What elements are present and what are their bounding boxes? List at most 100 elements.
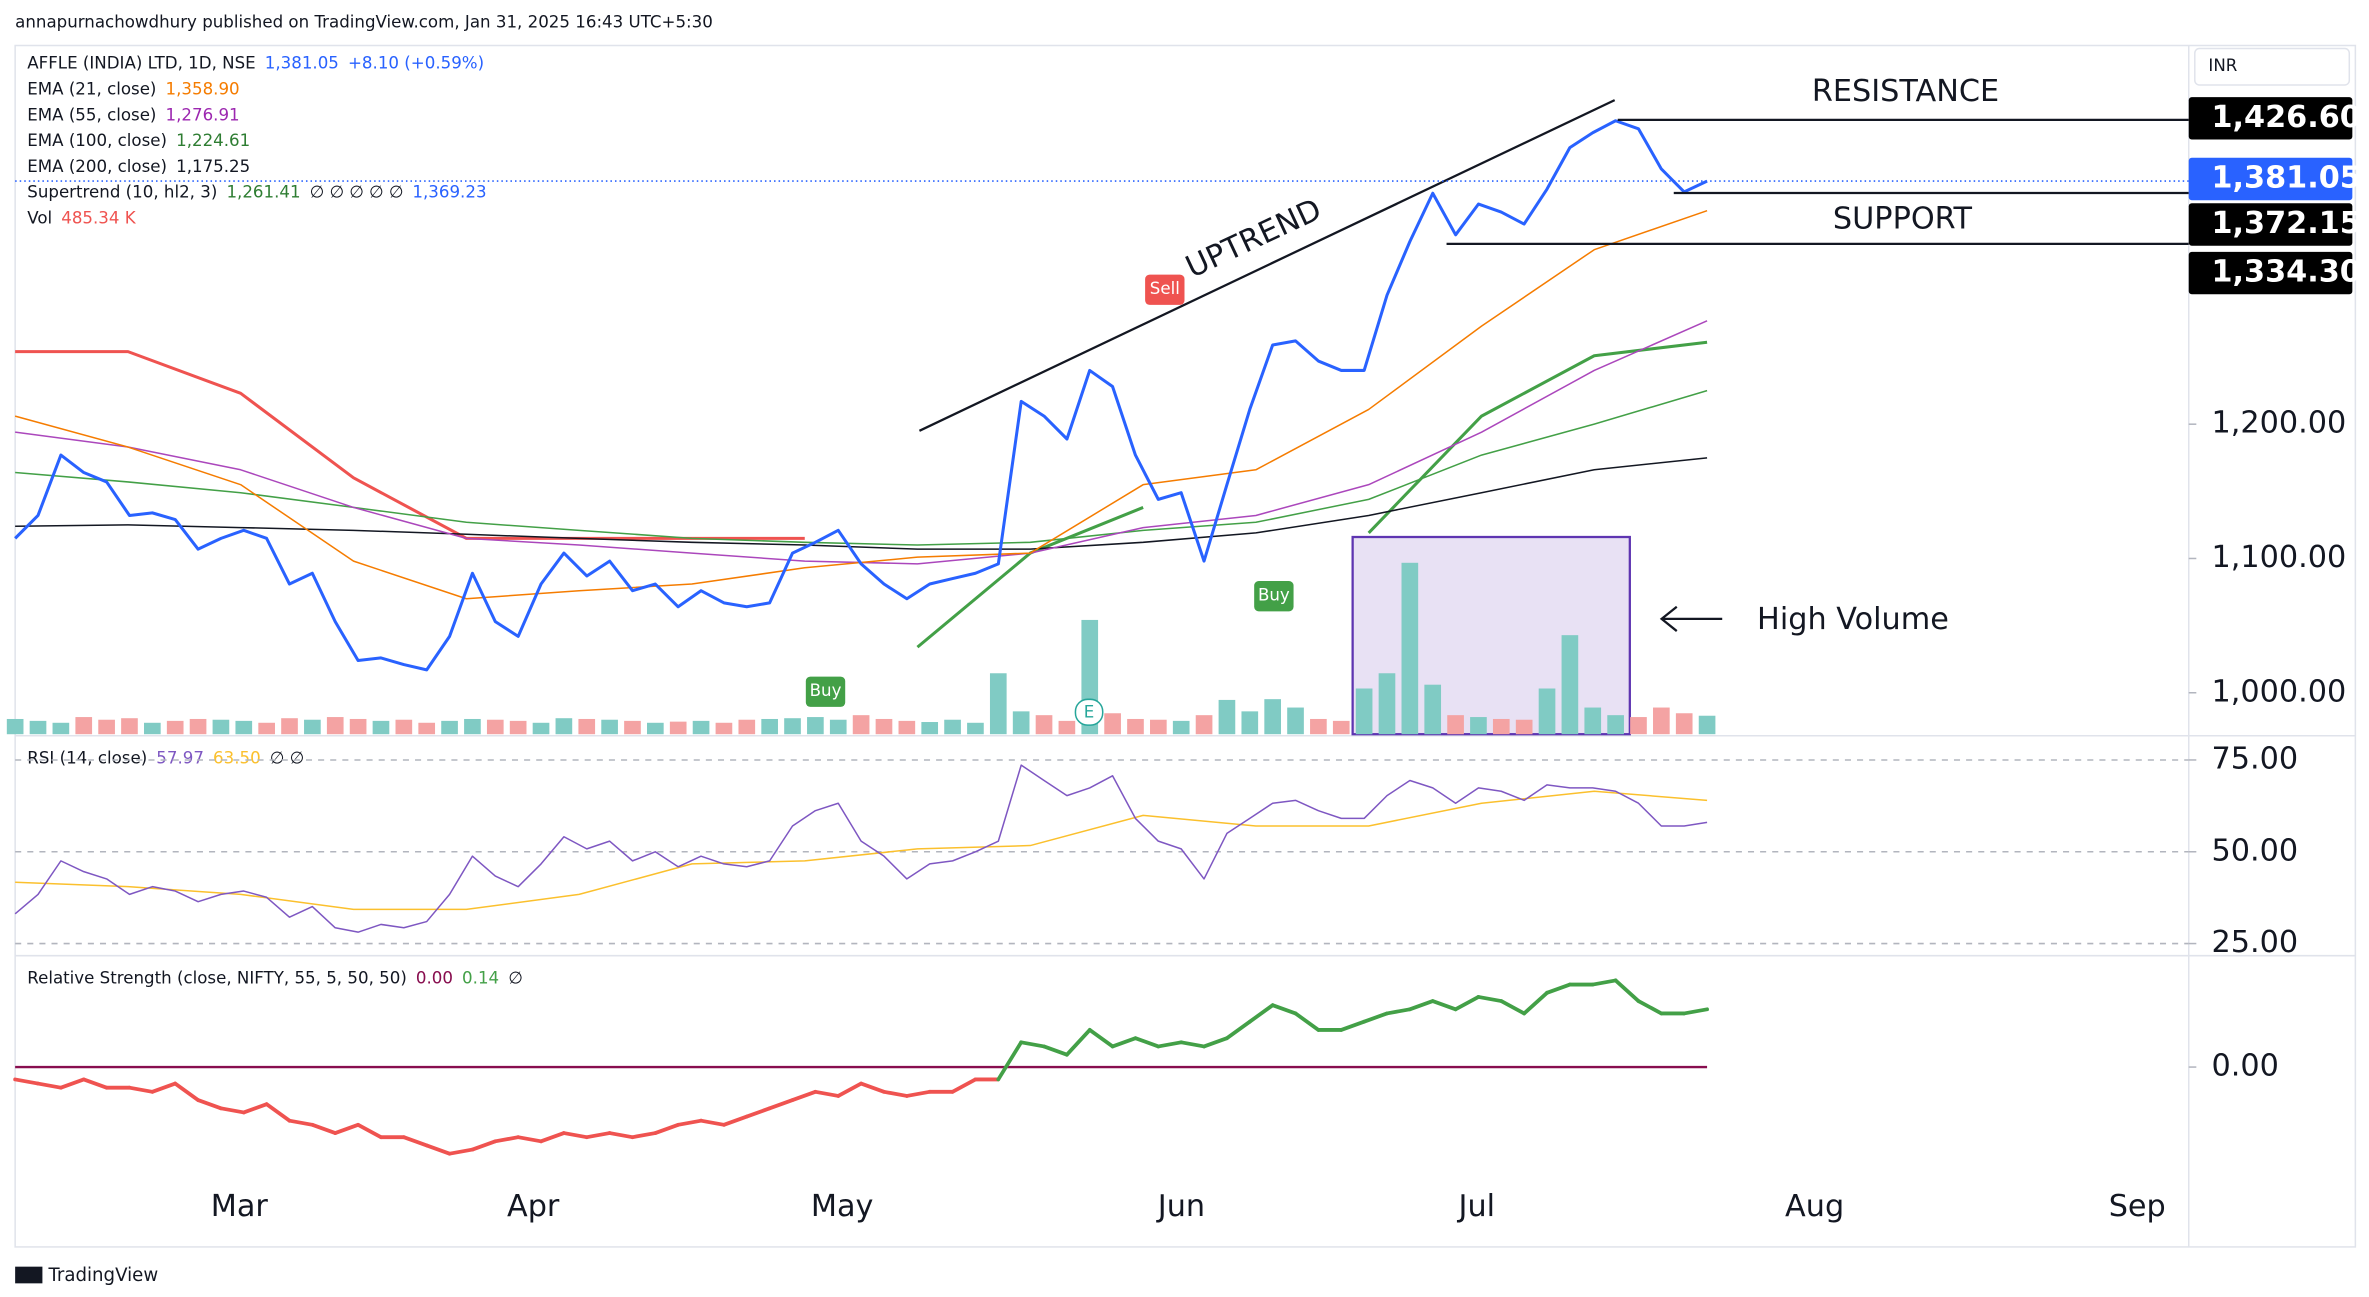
volume-bar — [1264, 699, 1281, 735]
rs-segment — [1247, 1003, 1275, 1024]
rs-segment — [356, 1122, 383, 1140]
volume-bar — [189, 718, 207, 735]
rs-segment — [1545, 982, 1572, 995]
series-line — [15, 457, 1708, 550]
rs-segment — [13, 1077, 40, 1086]
volume-bar — [509, 720, 527, 735]
rs-segment — [1156, 1040, 1184, 1049]
rs-segment — [58, 1077, 86, 1090]
rs-segment — [1133, 1036, 1161, 1049]
volume-bar — [624, 720, 641, 735]
volume-bar — [464, 718, 481, 735]
rs-segment — [1225, 1019, 1252, 1041]
volume-bar — [1401, 562, 1419, 735]
legend-name: EMA (55, close) — [27, 105, 156, 124]
rs-segment — [653, 1122, 681, 1135]
rs-segment — [744, 1106, 772, 1119]
legend-entry: EMA (100, close) 1,224.61 — [27, 131, 250, 150]
rs-segment — [1293, 1011, 1321, 1032]
volume-bar — [1150, 719, 1167, 735]
rs-segment — [561, 1131, 589, 1140]
volume-bar — [715, 722, 733, 735]
volume-bar — [143, 722, 161, 735]
rs-segment — [81, 1077, 109, 1090]
volume-bar — [1035, 715, 1053, 735]
rs-segment — [173, 1081, 200, 1102]
legend-name: Supertrend (10, hl2, 3) — [27, 182, 217, 201]
rs-segment — [1499, 999, 1527, 1016]
rs-segment — [699, 1118, 726, 1127]
volume-bar — [212, 719, 230, 735]
currency: INR — [2208, 56, 2237, 75]
rs-segment — [424, 1143, 452, 1156]
rs-segment — [813, 1089, 841, 1098]
rs-segment — [1202, 1036, 1229, 1049]
volume-bar — [1561, 635, 1579, 735]
volume-bar — [555, 718, 573, 735]
volume-bar — [784, 718, 801, 735]
volume-bar — [1310, 718, 1327, 735]
rs-segment — [1362, 1011, 1389, 1024]
rs-segment — [516, 1135, 543, 1144]
rs-segment — [310, 1122, 338, 1135]
rs-segment — [1110, 1036, 1138, 1049]
volume-bar — [235, 720, 253, 735]
volume-bar — [304, 719, 321, 735]
legend-value: 1,381.05 — [265, 53, 339, 72]
volume-bar — [807, 717, 824, 735]
price-label-box — [2188, 97, 2353, 140]
legend-value: ∅ — [508, 968, 523, 987]
rs-segment — [904, 1089, 932, 1098]
volume-bar — [1653, 707, 1670, 735]
rs-segment — [836, 1081, 864, 1098]
volume-bar — [967, 722, 984, 735]
series-line — [15, 352, 1256, 539]
buy-signal — [1254, 580, 1294, 612]
brand-logo — [15, 1266, 43, 1284]
legend-value: 1,175.25 — [176, 156, 250, 175]
currency-box[interactable] — [2194, 47, 2351, 86]
brand: TradingView — [47, 1265, 158, 1286]
legend-value: ∅ ∅ ∅ ∅ ∅ — [310, 182, 404, 201]
rs-segment — [1042, 1044, 1069, 1057]
volume-bar — [601, 719, 618, 735]
y-tick-label: 0.00 — [2211, 1049, 2278, 1084]
rs-segment — [882, 1089, 909, 1098]
volume-bar — [669, 721, 687, 735]
legend-value: 1,261.41 — [226, 182, 300, 201]
volume-bar — [1607, 715, 1624, 735]
rs-segment — [401, 1135, 429, 1148]
legend-name: AFFLE (INDIA) LTD, 1D, NSE — [27, 53, 255, 72]
rs-segment — [1179, 1040, 1206, 1049]
series-line — [14, 119, 1708, 672]
volume-bar — [1584, 707, 1602, 735]
volume-bar — [166, 720, 184, 735]
legend-entry: Supertrend (10, hl2, 3) 1,261.41 ∅ ∅ ∅ ∅ ∅… — [27, 182, 486, 201]
rs-segment — [287, 1118, 315, 1127]
volume-bar — [875, 718, 893, 735]
legend-value: +8.10 (+0.59%) — [348, 53, 484, 72]
rs-segment — [219, 1106, 246, 1115]
volume-bar — [1675, 713, 1693, 735]
rs-segment — [264, 1102, 292, 1123]
legend-value: 1,358.90 — [166, 79, 240, 98]
volume-bar — [761, 718, 778, 735]
volume-bar — [326, 717, 344, 735]
rs-segment — [447, 1147, 475, 1156]
volume-bar — [647, 722, 664, 735]
volume-bar — [1630, 717, 1647, 735]
legend-value: 57.97 — [156, 748, 204, 767]
volume-bar — [281, 718, 298, 735]
volume-bar — [52, 722, 70, 735]
legend-value: 1,224.61 — [176, 131, 250, 150]
volume-bar — [1104, 713, 1121, 735]
rs-segment — [493, 1135, 521, 1144]
volume-bar — [1241, 711, 1259, 735]
rs-segment — [241, 1102, 269, 1115]
legend-entry: EMA (55, close) 1,276.91 — [27, 105, 239, 124]
rs-segment — [767, 1098, 795, 1111]
legend-entry: EMA (21, close) 1,358.90 — [27, 79, 239, 98]
x-tick-label: Aug — [1785, 1189, 1844, 1224]
x-tick-label: May — [811, 1189, 874, 1224]
volume-bar — [1012, 711, 1030, 735]
